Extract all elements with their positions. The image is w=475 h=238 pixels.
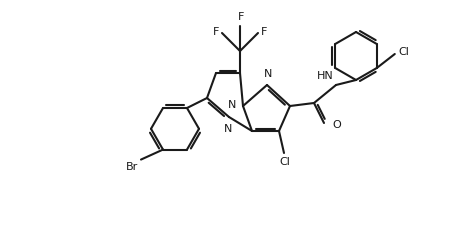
Text: Cl: Cl — [280, 157, 290, 167]
Text: N: N — [224, 124, 232, 134]
Text: F: F — [261, 27, 267, 37]
Text: Br: Br — [126, 162, 138, 172]
Text: N: N — [228, 100, 236, 110]
Text: N: N — [264, 69, 272, 79]
Text: O: O — [332, 120, 341, 130]
Text: Cl: Cl — [399, 47, 409, 57]
Text: HN: HN — [317, 71, 334, 81]
Text: F: F — [213, 27, 219, 37]
Text: F: F — [238, 12, 244, 22]
